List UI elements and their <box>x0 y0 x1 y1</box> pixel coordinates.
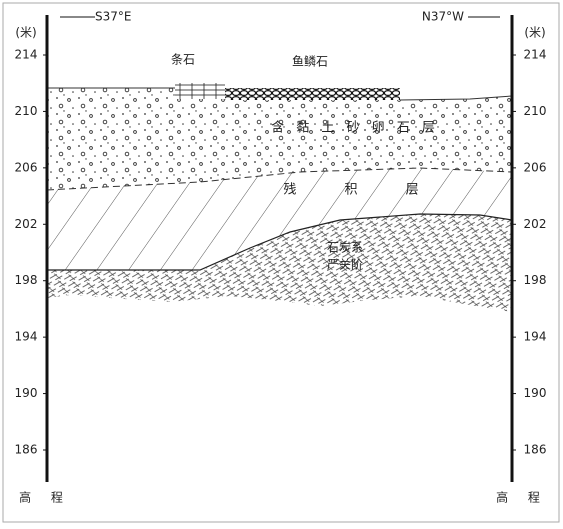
tick-label: 190 <box>524 386 547 400</box>
layer-label: 严关阶 <box>327 258 363 272</box>
tick-label: 210 <box>524 104 547 118</box>
fish-scale-stones <box>225 88 400 100</box>
tick-label: 186 <box>524 443 547 457</box>
layer-label: 残 积 层 <box>283 183 440 198</box>
layer-label: 石炭系 <box>327 241 363 255</box>
tick-label: 206 <box>524 160 547 174</box>
ground-surface <box>47 87 513 101</box>
tick-label: 198 <box>15 273 38 287</box>
residual-layer <box>47 168 512 270</box>
unit-label: (米) <box>15 26 36 40</box>
tick-label: 198 <box>524 273 547 287</box>
tick-label: 210 <box>15 104 38 118</box>
axis-label: 高 程 <box>19 490 71 505</box>
tick-label: 206 <box>15 160 38 174</box>
gravel-layer <box>47 88 512 190</box>
tick-label: 202 <box>15 217 38 231</box>
tick-label: 214 <box>524 48 547 62</box>
stone-strip <box>175 83 225 99</box>
tick-label: 214 <box>15 48 38 62</box>
tick-label: 194 <box>524 330 547 344</box>
axis-label: 高 程 <box>496 490 548 505</box>
tick-label: 194 <box>15 330 38 344</box>
frame <box>2 2 560 523</box>
annotation: 鱼鳞石 <box>292 55 328 69</box>
tick-label: 186 <box>15 443 38 457</box>
layer-label: 含 黏 土 砂 卵 石 层 <box>271 120 439 136</box>
annotation: 条石 <box>171 53 195 67</box>
direction-label: S37°E <box>95 10 131 24</box>
unit-label: (米) <box>524 26 545 40</box>
bedrock-top <box>47 213 513 271</box>
tick-label: 190 <box>15 386 38 400</box>
bedrock <box>47 214 512 312</box>
tick-label: 202 <box>524 217 547 231</box>
layer-boundary <box>46 167 513 191</box>
direction-label: N37°W <box>422 10 464 24</box>
